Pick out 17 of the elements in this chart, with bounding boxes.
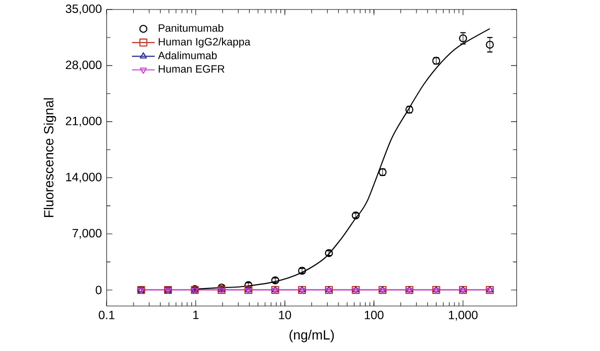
y-tick-label: 21,000 [66, 116, 102, 127]
y-tick-label: 7,000 [72, 228, 102, 239]
y-axis-title: Fluorescence Signal [44, 98, 56, 218]
legend-label: Adalimumab [158, 51, 217, 60]
y-tick-label: 28,000 [66, 60, 102, 71]
legend-label: Human EGFR [158, 65, 224, 73]
y-tick-label: 0 [96, 286, 102, 294]
legend-label: Panitumumab [158, 24, 224, 32]
x-tick-label: 1,000 [448, 310, 478, 321]
x-axis-title: (ng/mL) [290, 330, 334, 342]
x-tick-label: 1 [193, 310, 199, 319]
y-tick-label: 35,000 [66, 4, 102, 14]
x-tick-label: 100 [364, 310, 384, 320]
x-tick-label: 0.1 [98, 310, 114, 320]
y-tick-label: 14,000 [66, 172, 102, 183]
legend-label: Human IgG2/kappa [158, 38, 250, 48]
x-tick-label: 10 [279, 310, 292, 320]
